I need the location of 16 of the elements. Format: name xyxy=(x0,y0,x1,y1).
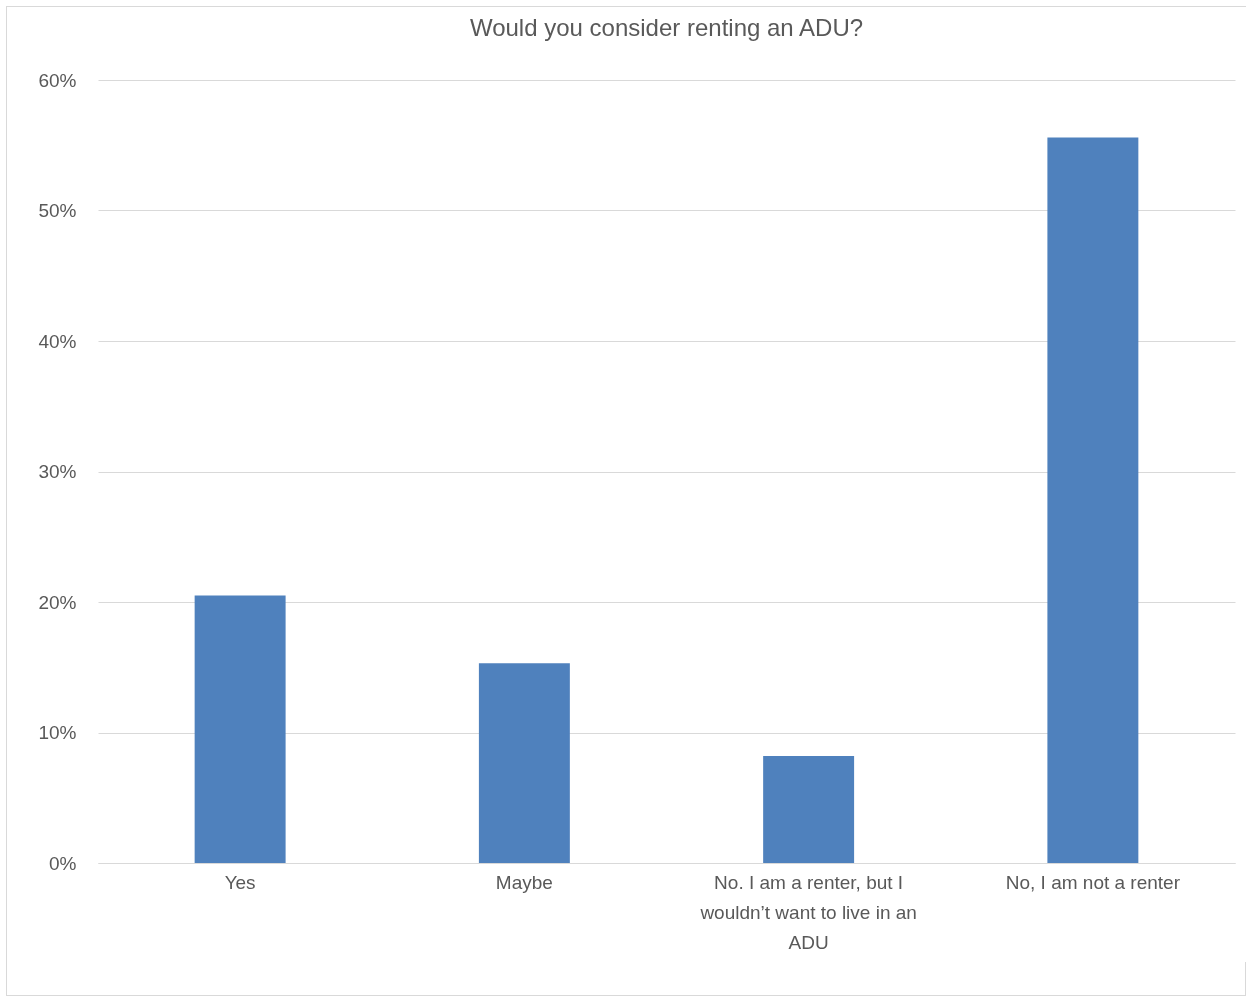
y-tick-label: 50% xyxy=(38,200,77,221)
y-tick-label: 60% xyxy=(38,69,77,91)
y-tick-label: 20% xyxy=(38,591,77,613)
bar xyxy=(194,595,286,863)
y-tick-label: 0% xyxy=(49,852,77,874)
y-tick-label: 30% xyxy=(38,461,77,482)
bar xyxy=(763,755,855,863)
x-tick-label: Maybe xyxy=(495,871,553,893)
y-tick-label: 40% xyxy=(38,330,77,352)
bar xyxy=(1047,137,1139,863)
x-tick-label: No. I am a renter, but I wouldn’t want to live in an ADU xyxy=(699,871,917,953)
x-tick-label: Yes xyxy=(224,871,256,893)
x-tick-label: No, I am not a renter xyxy=(1005,871,1181,893)
bar xyxy=(478,663,570,863)
chart-title: Would you consider renting an ADU? xyxy=(469,14,864,41)
y-tick-label: 10% xyxy=(38,722,77,743)
